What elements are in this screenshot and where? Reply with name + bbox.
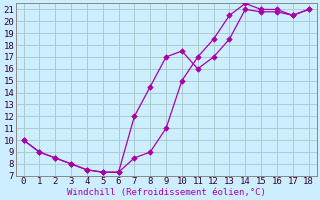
X-axis label: Windchill (Refroidissement éolien,°C): Windchill (Refroidissement éolien,°C) xyxy=(67,188,266,197)
